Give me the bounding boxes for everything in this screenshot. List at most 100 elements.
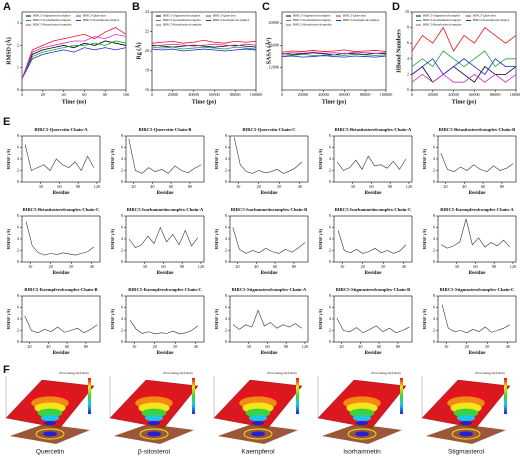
x-tick-label: 30 [173,344,177,349]
x-tick-label: 60000 [469,92,479,97]
x-tick-label: 30 [247,344,251,349]
y-tick-label: 2 [17,167,19,172]
chart-title: BIRC5-Kaempferolcomplex-Chain-C [128,287,201,292]
y-tick-label: 2 [433,327,435,332]
data-line [440,153,514,172]
x-tick-label: 120 [406,184,412,189]
y-axis-label: RMSF (Å) [110,228,115,249]
y-tick-label: 0 [329,339,331,344]
data-line [336,155,407,171]
x-tick-label: 40000 [448,92,458,97]
y-tick-label: 0 [17,179,19,184]
floor-contour [147,431,161,437]
y-tick-label: 4 [121,316,124,321]
x-tick-label: 20 [41,92,45,97]
legend-label: BIRC5-Betasitosterolcomplex [423,23,462,27]
colorbar-title: Free energy (KJ/mol) [267,371,296,375]
legend-label: BIRC5-Isorhamnetincomplex [293,18,331,22]
funnel-band [245,408,271,418]
data-line [441,304,510,334]
x-tick-label: 40 [62,92,66,97]
data-line [21,40,127,80]
y-tick-label: 4 [225,316,228,321]
x-tick-label: 60 [473,264,477,269]
x-tick-label: 20000 [298,92,308,97]
colorbar-title: Free energy (KJ/mol) [371,371,400,375]
y-tick-label: 8 [433,213,435,218]
funnel-band [453,408,479,418]
chart-title: BIRC5-Isorhamnetincomplex-Chain-B [231,207,307,212]
x-tick-label: 100 [123,92,129,97]
chart-title: BIRC5-Kaempferolcomplex-Chain-B [24,287,97,292]
y-axis-label: RMSF (Å) [318,308,323,329]
x-axis-label: Residue [157,191,175,196]
data-line [411,50,516,68]
y-tick-label: 0 [225,179,227,184]
floor-contour [451,428,481,440]
legend-label: BIRC5-Betasitosterolcomplex [33,23,72,27]
x-axis-label: Residue [365,351,383,356]
chart-title: BIRC5-Stigmasterolcomplex-Chain-C [440,287,515,292]
data-line [411,73,517,83]
floor-contour [459,431,473,437]
x-tick-label: 20000 [168,92,178,97]
x-tick-label: 0 [281,92,283,97]
y-tick-label: 22 [145,28,149,33]
panel-letter: F [3,364,10,376]
x-tick-label: 120 [94,184,100,189]
plot-frame [333,135,413,183]
colorbar-title: Free energy (KJ/mol) [163,371,192,375]
x-tick-label: 10 [236,184,240,189]
chart-title: BIRC5-Betasitosterolcomplex-Chain-B [439,127,515,132]
plot-frame [437,135,517,183]
legend-label: BIRC5-Isorhamnetincomplex [163,18,201,22]
data-line [281,53,387,57]
x-tick-label: 40 [462,184,466,189]
funnel-band [460,420,472,426]
y-tick-label: 4 [329,316,332,321]
y-tick-label: 8 [121,213,123,218]
floor-contour [251,431,265,437]
x-tick-label: 10 [132,344,136,349]
x-axis-label: Residue [469,191,487,196]
data-line [440,218,510,249]
y-tick-label: 0 [121,339,123,344]
x-tick-label: 20 [361,264,365,269]
y-tick-label: 2 [17,42,19,47]
landscape: Free energy (KJ/mol) Isorhamnetin [317,371,407,456]
panel-letter: B [132,1,140,13]
data-line [281,49,387,53]
x-tick-label: 20 [153,344,157,349]
x-tick-label: 90 [180,264,184,269]
data-line [25,221,95,256]
y-axis-label: RMSF (Å) [6,308,11,329]
y-tick-label: 2 [329,247,331,252]
x-tick-label: 20 [443,184,447,189]
x-tick-label: 80 [188,184,192,189]
plot-frame [21,11,127,91]
data-line [129,319,199,335]
x-tick-label: 40 [194,344,198,349]
y-tick-label: 0 [121,259,123,264]
chart-title: BIRC5-Isorhamnetincomplex-Chain-C [335,207,412,212]
x-tick-label: 80 [84,344,88,349]
x-tick-label: 80000 [490,92,500,97]
landscape-name: Stigmasterol [448,449,485,456]
y-tick-label: 6 [17,304,19,309]
x-tick-label: 60 [369,184,373,189]
y-tick-label: 2 [433,167,435,172]
y-tick-label: 6 [329,224,331,229]
x-tick-label: 40 [46,344,50,349]
chart-title: BIRC5-Stigmasterolcomplex-Chain-A [232,287,307,292]
y-tick-label: 8 [329,213,331,218]
x-axis-label: Time (ns) [62,98,86,105]
landscape-name: β-sitosterol [138,449,170,456]
y-axis-label: RMSF (Å) [318,148,323,169]
landscape: Free energy (KJ/mol) Quercetin [5,371,95,456]
y-tick-label: 4 [433,156,436,161]
chart-title: BIRC5-Isorhamnetincomplex-Chain-A [127,207,204,212]
y-tick-label: 6 [329,304,331,309]
x-tick-label: 20 [49,264,53,269]
x-tick-label: 90 [284,344,288,349]
